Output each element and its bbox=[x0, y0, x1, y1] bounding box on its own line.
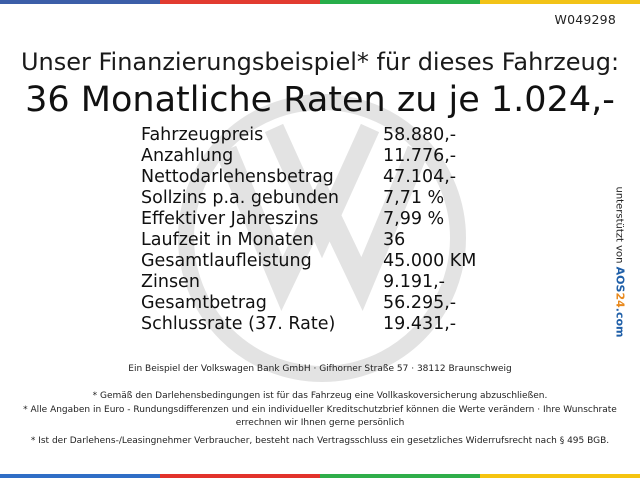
color-bar-segment bbox=[480, 474, 640, 478]
color-bar-segment bbox=[0, 0, 160, 4]
table-row: Zinsen 9.191,- bbox=[141, 272, 503, 293]
footnote-withdrawal: * Ist der Darlehens-/Leasingnehmer Verbr… bbox=[30, 436, 610, 446]
table-row: Laufzeit in Monaten 36 bbox=[141, 230, 503, 251]
table-row: Sollzins p.a. gebunden 7,71 % bbox=[141, 188, 503, 209]
color-bar-segment bbox=[320, 474, 480, 478]
color-bar-segment bbox=[0, 474, 160, 478]
financing-table: Fahrzeugpreis 58.880,- Anzahlung 11.776,- … bbox=[141, 125, 503, 335]
row-value: 7,71 % bbox=[383, 188, 445, 208]
row-label: Fahrzeugpreis bbox=[141, 125, 264, 145]
aos24-brand-a: AOS bbox=[613, 266, 627, 293]
color-bar-segment bbox=[160, 474, 320, 478]
aos24-brand-c: .com bbox=[613, 307, 627, 338]
row-value: 7,99 % bbox=[383, 209, 445, 229]
color-bar-segment bbox=[480, 0, 640, 4]
footnote-rounding: * Alle Angaben in Euro - Rundungsdiffere… bbox=[23, 405, 617, 428]
table-row: Gesamtlaufleistung 45.000 KM bbox=[141, 251, 503, 272]
row-label: Sollzins p.a. gebunden bbox=[141, 188, 340, 208]
lender-note: Ein Beispiel der Volkswagen Bank GmbH · … bbox=[128, 364, 512, 374]
row-value: 11.776,- bbox=[383, 146, 457, 166]
supported-by-aos24: unterstützt von AOS24.com bbox=[610, 172, 630, 352]
row-value: 58.880,- bbox=[383, 125, 457, 145]
row-value: 47.104,- bbox=[383, 167, 457, 187]
row-label: Anzahlung bbox=[141, 146, 234, 166]
row-value: 36 bbox=[383, 230, 406, 250]
color-bar-segment bbox=[320, 0, 480, 4]
row-label: Effektiver Jahreszins bbox=[141, 209, 319, 229]
table-row: Nettodarlehensbetrag 47.104,- bbox=[141, 167, 503, 188]
table-row: Schlussrate (37. Rate) 19.431,- bbox=[141, 314, 503, 335]
table-row: Gesamtbetrag 56.295,- bbox=[141, 293, 503, 314]
color-bar-segment bbox=[160, 0, 320, 4]
footnote-insurance: * Gemäß den Darlehensbedingungen ist für… bbox=[92, 391, 548, 401]
headline-financing: Unser Finanzierungsbeispiel* für dieses … bbox=[20, 48, 620, 76]
row-label: Laufzeit in Monaten bbox=[141, 230, 314, 250]
row-label: Nettodarlehensbetrag bbox=[141, 167, 334, 187]
row-value: 9.191,- bbox=[383, 272, 445, 292]
row-label: Schlussrate (37. Rate) bbox=[141, 314, 336, 334]
aos24-brand-b: 24 bbox=[613, 292, 627, 308]
table-row: Fahrzeugpreis 58.880,- bbox=[141, 125, 503, 146]
row-value: 19.431,- bbox=[383, 314, 457, 334]
vehicle-code: W049298 bbox=[554, 12, 616, 27]
headline-rates: 36 Monatliche Raten zu je 1.024,- bbox=[25, 80, 615, 120]
row-label: Zinsen bbox=[141, 272, 200, 292]
row-label: Gesamtlaufleistung bbox=[141, 251, 312, 271]
row-label: Gesamtbetrag bbox=[141, 293, 267, 313]
supported-by-label: unterstützt von bbox=[613, 186, 625, 264]
row-value: 56.295,- bbox=[383, 293, 457, 313]
row-value: 45.000 KM bbox=[383, 251, 477, 271]
aos24-logo: AOS24.com bbox=[614, 267, 627, 338]
table-row: Anzahlung 11.776,- bbox=[141, 146, 503, 167]
table-row: Effektiver Jahreszins 7,99 % bbox=[141, 209, 503, 230]
